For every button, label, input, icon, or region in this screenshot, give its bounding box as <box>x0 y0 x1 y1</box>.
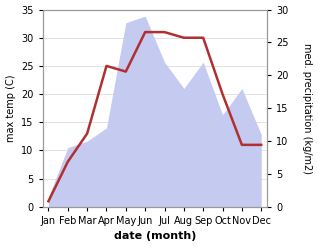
Y-axis label: med. precipitation (kg/m2): med. precipitation (kg/m2) <box>302 43 313 174</box>
Y-axis label: max temp (C): max temp (C) <box>5 74 16 142</box>
X-axis label: date (month): date (month) <box>114 231 196 242</box>
